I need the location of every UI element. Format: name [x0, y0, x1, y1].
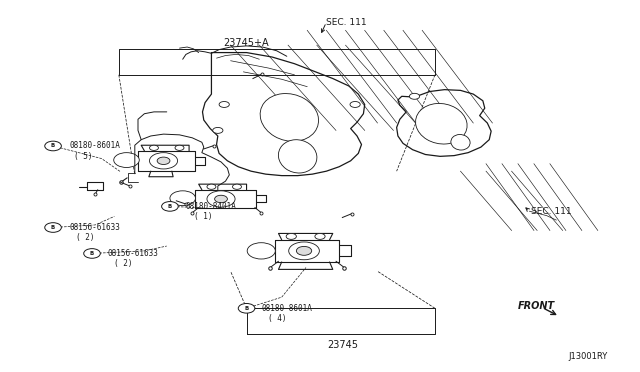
Circle shape — [214, 195, 227, 203]
Ellipse shape — [260, 93, 319, 141]
Text: B: B — [168, 204, 172, 209]
Text: B: B — [51, 144, 55, 148]
Circle shape — [247, 243, 275, 259]
Text: ( 5): ( 5) — [74, 152, 93, 161]
Circle shape — [410, 93, 420, 99]
Text: SEC. 111: SEC. 111 — [531, 208, 572, 217]
Circle shape — [286, 234, 296, 239]
Text: 08156-61633: 08156-61633 — [108, 249, 159, 258]
Text: SEC. 111: SEC. 111 — [326, 19, 367, 28]
Text: B: B — [51, 225, 55, 230]
Circle shape — [150, 145, 159, 150]
Text: 08180-8401A: 08180-8401A — [186, 202, 237, 211]
Text: ( 4): ( 4) — [268, 314, 286, 323]
Text: 23745: 23745 — [327, 340, 358, 350]
Text: ( 2): ( 2) — [76, 233, 95, 243]
Circle shape — [315, 234, 325, 239]
Text: FRONT: FRONT — [518, 301, 555, 311]
Text: 08180-8601A: 08180-8601A — [69, 141, 120, 151]
Circle shape — [212, 128, 223, 134]
Circle shape — [175, 145, 184, 150]
Circle shape — [350, 102, 360, 108]
Circle shape — [296, 246, 312, 255]
Circle shape — [162, 202, 178, 211]
Circle shape — [232, 184, 241, 189]
Circle shape — [157, 157, 170, 164]
Circle shape — [207, 191, 235, 207]
Circle shape — [150, 153, 177, 169]
Text: 23745+A: 23745+A — [224, 38, 269, 48]
Text: J13001RY: J13001RY — [568, 352, 608, 361]
Text: B: B — [244, 306, 249, 311]
Text: 08156-61633: 08156-61633 — [69, 223, 120, 232]
Circle shape — [45, 223, 61, 232]
Ellipse shape — [451, 135, 470, 150]
Circle shape — [114, 153, 140, 167]
Circle shape — [84, 248, 100, 258]
Text: ( 1): ( 1) — [193, 212, 212, 221]
Ellipse shape — [278, 140, 317, 173]
Circle shape — [219, 102, 229, 108]
Text: ( 2): ( 2) — [115, 259, 133, 268]
Circle shape — [289, 242, 319, 260]
Text: B: B — [90, 251, 94, 256]
Circle shape — [207, 184, 216, 189]
Text: 08180-8601A: 08180-8601A — [261, 304, 312, 313]
Ellipse shape — [415, 103, 467, 144]
Circle shape — [45, 141, 61, 151]
Circle shape — [170, 191, 195, 206]
Circle shape — [238, 304, 255, 313]
